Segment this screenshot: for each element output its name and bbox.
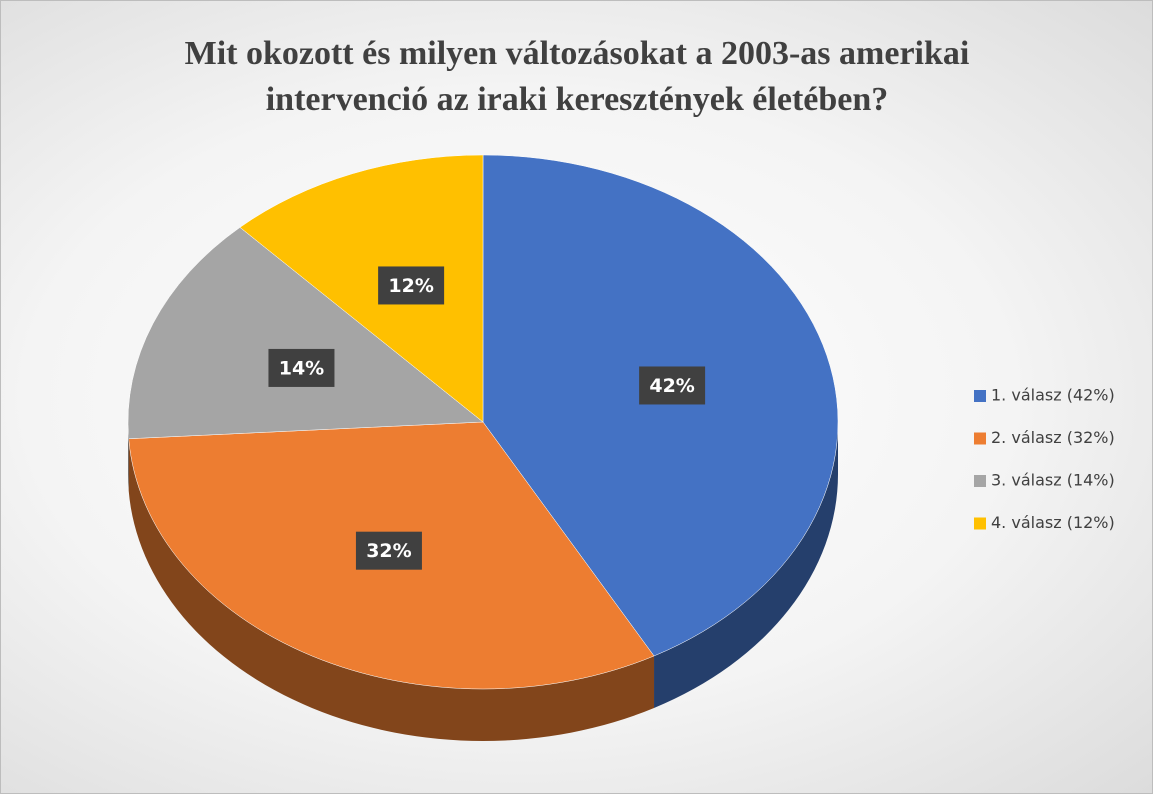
data-label: 14% <box>279 357 324 379</box>
slice-side <box>654 422 838 708</box>
legend-swatch <box>974 475 986 487</box>
data-label: 42% <box>649 375 694 397</box>
slice-side <box>128 438 655 741</box>
legend-label: 1. válasz (42%) <box>991 386 1115 405</box>
slice <box>239 154 484 423</box>
legend-label: 3. válasz (14%) <box>991 471 1115 490</box>
data-label-box <box>639 366 706 405</box>
data-label-box <box>355 531 422 570</box>
legend-label: 4. válasz (12%) <box>991 513 1115 532</box>
data-label: 12% <box>388 275 433 297</box>
legend-swatch <box>974 390 986 402</box>
slice <box>127 227 484 440</box>
data-label: 32% <box>366 540 411 562</box>
slice <box>482 154 839 657</box>
chart-title: Mit okozott és milyen változásokat a 200… <box>184 35 970 118</box>
data-label-box <box>378 266 445 305</box>
data-label-box <box>268 348 335 387</box>
legend-label: 2. válasz (32%) <box>991 428 1115 447</box>
legend-swatch <box>974 432 986 445</box>
legend-swatch <box>974 517 986 530</box>
